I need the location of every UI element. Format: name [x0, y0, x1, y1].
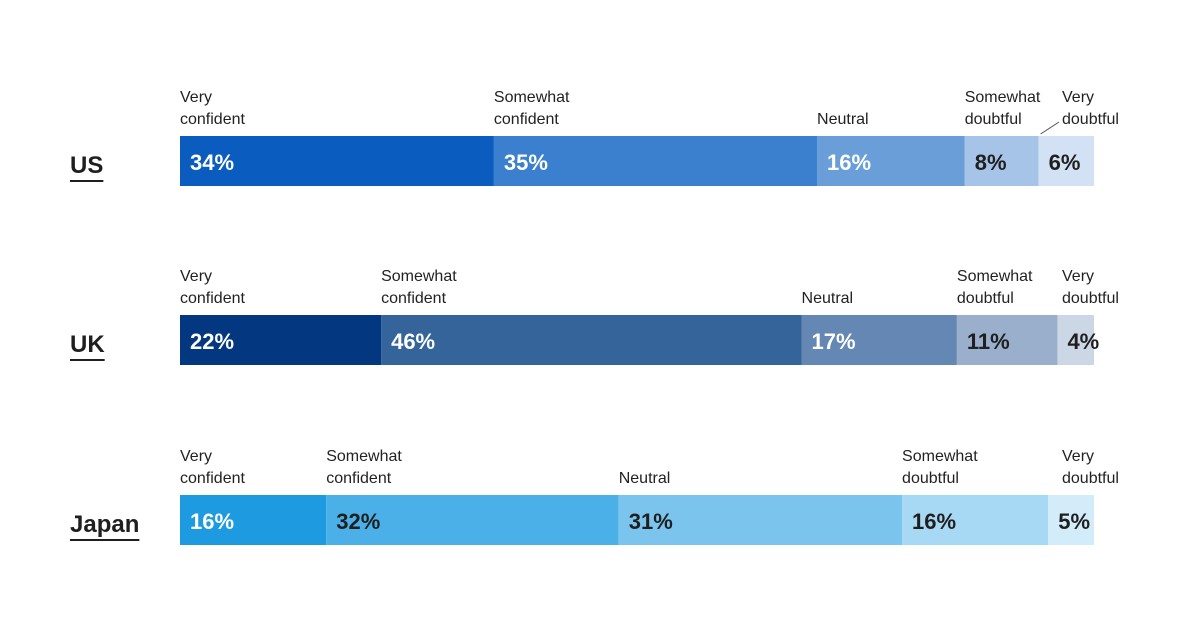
category-label-line: doubtful	[1062, 470, 1119, 487]
value-label-japan-somewhat-confident: 32%	[336, 509, 380, 534]
bar-segment-us-somewhat-doubtful	[964, 136, 1039, 186]
bar-segment-japan-very-doubtful	[1048, 495, 1094, 545]
bar-segment-us-neutral	[817, 136, 965, 186]
category-label-line: Neutral	[619, 470, 671, 487]
country-label-uk: UK	[70, 331, 105, 358]
bar-segment-uk-neutral	[801, 315, 957, 365]
category-label-japan-very-confident: Very confident	[180, 448, 245, 487]
bar-segment-uk-somewhat-confident	[381, 315, 802, 365]
value-label-uk-very-confident: 22%	[190, 329, 234, 354]
bar-segment-japan-somewhat-confident	[326, 495, 619, 545]
value-label-uk-neutral: 17%	[812, 329, 856, 354]
value-label-uk-somewhat-confident: 46%	[391, 329, 435, 354]
value-label-japan-very-doubtful: 5%	[1058, 509, 1090, 534]
value-label-uk-somewhat-doubtful: 11%	[967, 329, 1010, 354]
value-label-uk-very-doubtful: 4%	[1067, 329, 1099, 354]
category-label-uk-very-confident: Very confident	[180, 268, 245, 307]
category-label-japan-somewhat-confident: Somewhat confident	[326, 448, 402, 487]
value-label-us-neutral: 16%	[827, 150, 871, 175]
value-label-us-somewhat-doubtful: 8%	[975, 150, 1007, 175]
category-label-line: Somewhat	[381, 268, 457, 285]
bar-segment-us-very-confident	[180, 136, 494, 186]
bar-segment-japan-somewhat-doubtful	[902, 495, 1049, 545]
category-label-us-somewhat-doubtful: Somewhat doubtful	[965, 89, 1041, 128]
category-label-line: Neutral	[817, 111, 869, 128]
category-label-line: Somewhat	[902, 448, 978, 465]
category-label-line: Very	[180, 89, 212, 106]
category-label-japan-somewhat-doubtful: Somewhat doubtful	[902, 448, 978, 487]
category-label-us-very-confident: Very confident	[180, 89, 245, 128]
category-label-line: confident	[180, 470, 245, 487]
country-label-us: US	[70, 152, 103, 179]
category-label-line: doubtful	[1062, 290, 1119, 307]
category-label-line: doubtful	[1062, 111, 1119, 128]
category-label-line: Very	[1062, 89, 1094, 106]
category-label-line: doubtful	[965, 111, 1022, 128]
category-label-line: confident	[326, 470, 391, 487]
category-label-line: doubtful	[902, 470, 959, 487]
category-label-japan-neutral: Neutral	[619, 470, 671, 487]
category-label-japan-very-doubtful: Very doubtful	[1062, 448, 1119, 487]
category-label-us-somewhat-confident: Somewhat confident	[494, 89, 570, 128]
category-label-line: confident	[494, 111, 559, 128]
value-label-japan-neutral: 31%	[629, 509, 673, 534]
value-label-japan-somewhat-doubtful: 16%	[912, 509, 956, 534]
category-label-line: Somewhat	[326, 448, 402, 465]
value-label-japan-very-confident: 16%	[190, 509, 234, 534]
category-label-line: Very	[180, 268, 212, 285]
bar-segment-japan-neutral	[618, 495, 903, 545]
category-label-line: Neutral	[802, 290, 854, 307]
category-label-line: Very	[1062, 448, 1094, 465]
category-label-line: confident	[381, 290, 446, 307]
category-label-uk-somewhat-confident: Somewhat confident	[381, 268, 457, 307]
bar-segment-us-very-doubtful	[1038, 136, 1094, 186]
bar-segment-uk-very-confident	[180, 315, 382, 365]
value-label-us-very-confident: 34%	[190, 150, 234, 175]
category-label-uk-neutral: Neutral	[802, 290, 854, 307]
category-label-line: Very	[180, 448, 212, 465]
bar-segment-japan-very-confident	[180, 495, 327, 545]
category-label-uk-somewhat-doubtful: Somewhat doubtful	[957, 268, 1033, 307]
category-label-line: Very	[1062, 268, 1094, 285]
value-label-us-very-doubtful: 6%	[1049, 150, 1081, 175]
category-label-uk-very-doubtful: Very doubtful	[1062, 268, 1119, 307]
category-label-line: Somewhat	[494, 89, 570, 106]
category-label-us-very-doubtful: Very doubtful	[1062, 89, 1119, 128]
category-label-line: confident	[180, 111, 245, 128]
bar-segment-us-somewhat-confident	[493, 136, 818, 186]
category-label-line: doubtful	[957, 290, 1014, 307]
category-label-line: confident	[180, 290, 245, 307]
bar-segment-uk-somewhat-doubtful	[956, 315, 1058, 365]
category-label-us-neutral: Neutral	[817, 111, 869, 128]
category-label-line: Somewhat	[957, 268, 1033, 285]
bar-segment-uk-very-doubtful	[1057, 315, 1094, 365]
leader-line-us-very-doubtful	[1040, 121, 1060, 135]
category-label-line: Somewhat	[965, 89, 1041, 106]
value-label-us-somewhat-confident: 35%	[504, 150, 548, 175]
country-label-japan: Japan	[70, 511, 139, 538]
